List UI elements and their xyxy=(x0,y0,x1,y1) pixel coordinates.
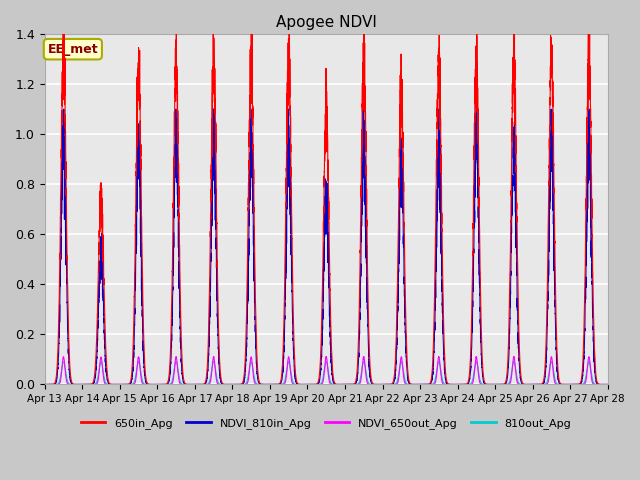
Title: Apogee NDVI: Apogee NDVI xyxy=(276,15,377,30)
Text: EE_met: EE_met xyxy=(47,43,98,56)
Legend: 650in_Apg, NDVI_810in_Apg, NDVI_650out_Apg, 810out_Apg: 650in_Apg, NDVI_810in_Apg, NDVI_650out_A… xyxy=(77,413,576,433)
